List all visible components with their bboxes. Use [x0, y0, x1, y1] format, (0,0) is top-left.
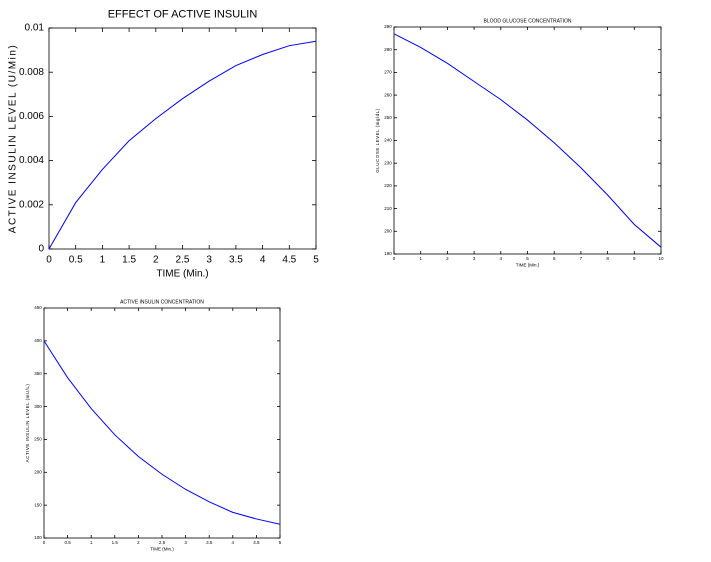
y-tick-label: 300	[34, 404, 42, 409]
x-tick-label: 4	[232, 540, 235, 545]
x-tick-label: 2	[137, 540, 140, 545]
y-tick-label: 290	[384, 24, 392, 29]
y-tick-label: 100	[34, 535, 42, 540]
x-tick-label: 4	[500, 256, 503, 261]
y-tick-label: 220	[384, 183, 392, 188]
x-tick-label: 2	[153, 255, 159, 266]
y-axis-label: GLUCOSE LEVEL (mg/dL)	[375, 108, 380, 172]
x-tick-label: 1	[100, 255, 106, 266]
y-axis-label: ACTIVE INSULIN LEVEL (U/Min)	[8, 44, 19, 233]
x-tick-label: 3	[473, 256, 476, 261]
y-tick-label: 230	[384, 160, 392, 165]
plot-frame	[48, 27, 317, 250]
y-tick-label: 250	[34, 437, 42, 442]
x-tick-label: 4.5	[253, 540, 260, 545]
x-tick-label: 2.5	[176, 255, 190, 266]
x-tick-label: 3.5	[229, 255, 243, 266]
x-tick-label: 9	[633, 256, 636, 261]
y-tick-label: 260	[384, 92, 392, 97]
y-tick-label: 0.004	[19, 155, 44, 166]
y-tick-label: 200	[384, 228, 392, 233]
x-tick-label: 10	[658, 256, 664, 261]
x-tick-label: 1.5	[112, 540, 119, 545]
x-tick-label: 3	[206, 255, 212, 266]
y-tick-label: 450	[34, 305, 42, 310]
x-axis-label: TIME (Min.)	[156, 269, 208, 280]
y-tick-label: 400	[34, 338, 42, 343]
x-tick-label: 2	[446, 256, 449, 261]
y-tick-label: 200	[34, 469, 42, 474]
x-tick-label: 5	[526, 256, 529, 261]
x-tick-label: 0	[393, 256, 396, 261]
y-axis-label: ACTIVE INSULIN LEVEL (mU/L)	[25, 384, 30, 463]
data-line	[43, 340, 281, 525]
x-axis-label: TIME (Min.)	[516, 262, 540, 267]
x-tick-label: 1.5	[122, 255, 136, 266]
x-tick-label: 4.5	[282, 255, 296, 266]
plot-frame	[393, 26, 662, 255]
y-tick-label: 0	[38, 244, 44, 255]
x-tick-label: 0.5	[64, 540, 71, 545]
y-tick-label: 270	[384, 70, 392, 75]
y-tick-label: 280	[384, 47, 392, 52]
y-tick-label: 0.008	[19, 67, 44, 78]
chart-title: ACTIVE INSULIN CONCENTRATION	[120, 299, 204, 305]
x-tick-label: 1	[90, 540, 93, 545]
plot-frame	[43, 307, 281, 539]
data-line	[393, 33, 662, 248]
x-tick-label: 2.5	[159, 540, 166, 545]
x-axis-label: TIME (Min.)	[150, 546, 174, 551]
x-tick-label: 5	[279, 540, 282, 545]
x-tick-label: 3.5	[206, 540, 213, 545]
y-tick-label: 240	[384, 138, 392, 143]
chart-title: BLOOD GLUCOSE CONCENTRATION	[484, 18, 572, 24]
y-tick-label: 0.002	[19, 199, 44, 210]
x-tick-label: 7	[580, 256, 583, 261]
y-tick-label: 0.01	[25, 23, 45, 34]
x-tick-label: 5	[313, 255, 319, 266]
x-tick-label: 0	[43, 540, 46, 545]
y-tick-label: 150	[34, 502, 42, 507]
y-tick-label: 190	[384, 251, 392, 256]
x-tick-label: 1	[419, 256, 422, 261]
y-tick-label: 210	[384, 206, 392, 211]
y-tick-label: 250	[384, 115, 392, 120]
chart-title: EFFECT OF ACTIVE INSULIN	[108, 9, 258, 21]
data-line	[48, 40, 317, 250]
y-tick-label: 350	[34, 371, 42, 376]
x-tick-label: 8	[606, 256, 609, 261]
x-tick-label: 0	[46, 255, 52, 266]
y-tick-label: 0.006	[19, 111, 44, 122]
x-tick-label: 3	[184, 540, 187, 545]
x-tick-label: 6	[553, 256, 556, 261]
x-tick-label: 4	[260, 255, 266, 266]
x-tick-label: 0.5	[69, 255, 83, 266]
